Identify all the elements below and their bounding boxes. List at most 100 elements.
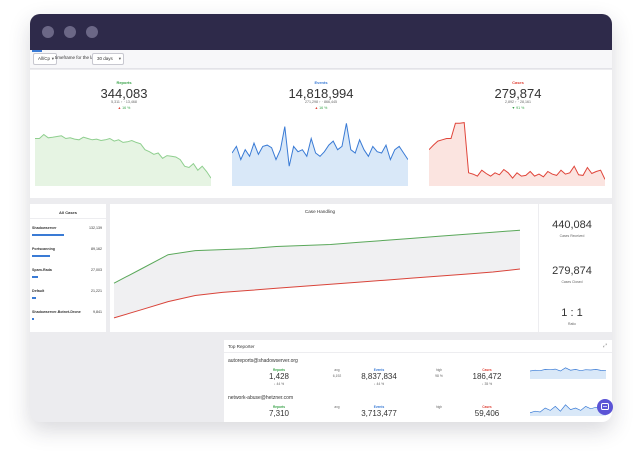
reporter-email[interactable]: network-abuse@hetzner.com bbox=[228, 395, 294, 401]
case-category-count: 9,841 bbox=[93, 310, 102, 314]
source-select[interactable]: All/Cp ▾ bbox=[33, 53, 57, 65]
case-category-count: 27,003 bbox=[91, 268, 102, 272]
window-control-dot[interactable] bbox=[42, 26, 54, 38]
reporter-sparkline bbox=[530, 404, 606, 416]
reporter-events-delta: ↓ 44 % bbox=[373, 382, 385, 386]
stat-sub: 2,892 ↑ · 28,161 bbox=[505, 100, 531, 104]
empty-area bbox=[30, 336, 220, 422]
browser-window: All/Cp ▾ timeframe for the last 30 days ▾ … bbox=[30, 14, 612, 422]
reporter-column-label: Cases bbox=[482, 405, 492, 409]
all-cases-panel: All Cases Shadowserver 132,139 Portscannin… bbox=[30, 204, 106, 332]
stat-delta-value: 91 % bbox=[516, 106, 525, 110]
handling-stat-value: 279,874 bbox=[552, 265, 592, 277]
arrow-icon: ↑ bbox=[319, 100, 321, 104]
case-category-bar bbox=[32, 255, 50, 257]
closed-line bbox=[113, 268, 521, 319]
reporter-email[interactable]: autoreports@shadowserver.org bbox=[228, 358, 298, 364]
reporter-column-label: Reports bbox=[272, 405, 286, 409]
reports-sparkline bbox=[35, 133, 211, 186]
sparkline-area bbox=[232, 123, 408, 186]
sparkline-area bbox=[429, 122, 605, 186]
case-category-bar bbox=[32, 297, 37, 299]
sparkline-area bbox=[35, 134, 211, 186]
handling-stat-label: Cases Closed bbox=[561, 280, 583, 284]
divider bbox=[538, 204, 539, 332]
reporter-column-label: Reports bbox=[272, 368, 286, 372]
timeframe-select[interactable]: 30 days ▾ bbox=[92, 53, 124, 65]
reporter-events-value: 8,837,834 bbox=[361, 372, 397, 381]
source-select-value: All/Cp bbox=[38, 56, 51, 61]
stat-title: Reports bbox=[116, 80, 132, 85]
arrow-icon: ↑ bbox=[120, 100, 123, 104]
reporter-avg-value: 6,192 bbox=[332, 374, 342, 378]
reporter-reports-value: 7,310 bbox=[268, 409, 290, 418]
chevron-down-icon: ▾ bbox=[118, 56, 121, 61]
reporter-events-value: 3,713,477 bbox=[361, 409, 397, 418]
triangle-up-icon: ▲ bbox=[117, 106, 122, 110]
divider bbox=[224, 352, 612, 353]
reporter-sparkline bbox=[530, 367, 606, 379]
stat-sub-right: 28,161 bbox=[520, 100, 531, 104]
top-reporter-panel: Top Reporter ⤢ autoreports@shadowserver.… bbox=[224, 340, 612, 422]
active-tab-indicator bbox=[32, 50, 42, 52]
reporter-column-label: high bbox=[435, 368, 443, 372]
triangle-up-icon: ▲ bbox=[314, 106, 319, 110]
stat-sub-right: 13,468 bbox=[125, 100, 137, 104]
window-control-dot[interactable] bbox=[86, 26, 98, 38]
case-category-label[interactable]: Shadowserver bbox=[32, 226, 57, 230]
case-category-label[interactable]: Default bbox=[32, 289, 45, 293]
chevron-down-icon: ▾ bbox=[51, 56, 54, 61]
divider bbox=[30, 218, 106, 219]
stat-delta-value: 16 % bbox=[319, 106, 328, 110]
window-control-dot[interactable] bbox=[64, 26, 76, 38]
chat-button[interactable] bbox=[597, 399, 613, 415]
sparkline-line bbox=[35, 133, 211, 179]
case-category-label[interactable]: Portscanning bbox=[32, 247, 55, 251]
timeframe-label: timeframe for the last bbox=[55, 55, 98, 60]
case-category-label[interactable]: Shadowserver-Botnet-Drone bbox=[32, 310, 81, 314]
handling-stat-label: Ratio bbox=[568, 322, 576, 326]
stat-value: 344,083 bbox=[100, 86, 148, 101]
stat-sub-right: 866,445 bbox=[324, 100, 337, 104]
reporter-ratio-value: 98 % bbox=[435, 374, 443, 378]
reporter-reports-delta: ↓ 44 % bbox=[273, 382, 285, 386]
case-category-count: 21,221 bbox=[91, 289, 102, 293]
stat-delta: ▼ 91 % bbox=[438, 106, 598, 110]
stat-title: Cases bbox=[512, 80, 524, 85]
case-category-bar bbox=[32, 318, 35, 320]
case-gap-area bbox=[114, 230, 520, 318]
stat-value: 14,818,994 bbox=[288, 86, 354, 101]
case-category-label[interactable]: Spam-Rada bbox=[32, 268, 52, 272]
stat-value: 279,874 bbox=[494, 86, 542, 101]
handling-stat-value: 1 : 1 bbox=[561, 307, 583, 319]
cases-sparkline bbox=[429, 122, 605, 186]
stat-sub: 271,298 ↑ · 866,445 bbox=[305, 100, 337, 104]
case-handling-chart bbox=[113, 229, 521, 319]
stat-sub: 5,311 ↑ · 13,468 bbox=[111, 100, 137, 104]
window-titlebar bbox=[30, 14, 612, 50]
reporter-column-label: high bbox=[435, 405, 443, 409]
timeframe-select-value: 30 days bbox=[97, 56, 113, 61]
reporter-column-label: Events bbox=[373, 405, 385, 409]
case-handling-panel: Case Handling 440,084 Cases Received 279,8… bbox=[110, 204, 612, 332]
stat-sub-left: 5,311 bbox=[111, 100, 120, 104]
reporter-cases-delta: ↓ 35 % bbox=[481, 382, 493, 386]
stats-panel: Reports 344,083 5,311 ↑ · 13,468 ▲ 16 % … bbox=[30, 70, 612, 198]
triangle-down-icon: ▼ bbox=[511, 106, 516, 110]
case-category-bar bbox=[32, 276, 38, 278]
reporter-column-label: avg bbox=[334, 405, 340, 409]
arrow-icon: ↑ bbox=[515, 100, 517, 104]
reporter-column-label: avg bbox=[334, 368, 340, 372]
all-cases-title: All Cases bbox=[58, 210, 77, 215]
top-reporter-title: Top Reporter bbox=[228, 344, 255, 349]
reporter-cases-value: 59,406 bbox=[474, 409, 500, 418]
events-sparkline bbox=[232, 123, 408, 186]
handling-stat-label: Cases Received bbox=[559, 234, 585, 238]
case-category-bar bbox=[32, 234, 64, 236]
case-category-count: 89,162 bbox=[91, 247, 102, 251]
expand-icon[interactable]: ⤢ bbox=[602, 343, 607, 349]
filter-toolbar: All/Cp ▾ timeframe for the last 30 days ▾ bbox=[30, 50, 612, 69]
reporter-column-label: Events bbox=[373, 368, 385, 372]
reporter-cases-value: 186,472 bbox=[472, 372, 502, 381]
sparkline-line bbox=[232, 123, 408, 167]
